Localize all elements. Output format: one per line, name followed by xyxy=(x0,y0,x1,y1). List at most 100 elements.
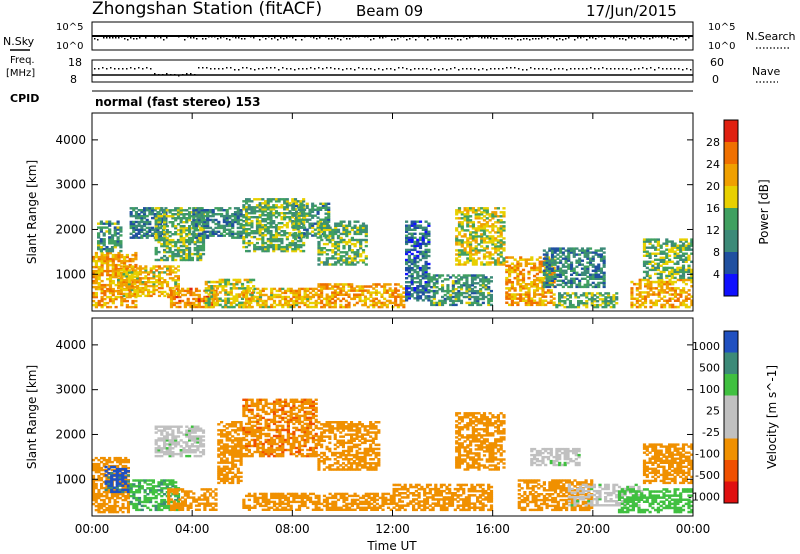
data-cell xyxy=(336,261,341,264)
data-cell xyxy=(108,291,113,295)
data-cell xyxy=(561,279,565,282)
data-cell xyxy=(141,282,145,286)
data-cell xyxy=(325,261,329,264)
data-cell xyxy=(687,276,691,280)
data-cell xyxy=(594,251,598,254)
data-cell xyxy=(97,232,101,235)
data-cell xyxy=(421,266,425,270)
data-cell xyxy=(648,260,652,263)
nave-dot xyxy=(114,68,116,70)
nsearch-dot xyxy=(130,37,132,39)
data-cell xyxy=(553,249,557,252)
data-cell xyxy=(145,214,149,218)
data-cell xyxy=(149,269,153,272)
data-cell xyxy=(516,268,520,272)
data-cell xyxy=(599,257,603,260)
data-cell xyxy=(644,295,648,298)
data-cell xyxy=(339,305,343,309)
data-cell xyxy=(460,253,464,256)
data-cell xyxy=(100,498,104,502)
data-cell xyxy=(154,252,158,256)
data-cell xyxy=(676,293,680,296)
data-cell xyxy=(288,243,292,247)
data-cell xyxy=(432,291,436,295)
data-cell xyxy=(570,283,574,287)
data-cell xyxy=(568,300,572,303)
nave-dot xyxy=(666,68,668,70)
data-cell xyxy=(317,295,321,298)
data-cell xyxy=(127,294,131,298)
data-cell xyxy=(171,223,175,226)
data-cell xyxy=(261,210,265,213)
data-cell xyxy=(489,276,493,279)
data-cell xyxy=(138,282,142,286)
data-cell xyxy=(226,297,231,300)
nsearch-dot xyxy=(535,38,537,40)
data-cell xyxy=(94,462,98,466)
data-cell xyxy=(542,285,546,289)
data-cell xyxy=(457,299,461,303)
data-cell xyxy=(176,229,181,232)
data-cell xyxy=(179,250,183,254)
data-cell xyxy=(641,301,645,305)
data-cell xyxy=(427,230,431,233)
data-cell xyxy=(673,293,677,296)
data-cell xyxy=(505,281,509,284)
data-cell xyxy=(405,224,409,227)
data-cell xyxy=(449,297,453,301)
data-cell xyxy=(649,305,653,309)
data-cell xyxy=(100,273,104,277)
data-cell xyxy=(302,249,306,253)
data-cell xyxy=(105,246,109,249)
data-cell xyxy=(416,293,420,296)
data-cell xyxy=(289,305,293,309)
data-cell xyxy=(601,305,605,309)
data-cell xyxy=(673,262,677,265)
nsearch-dot xyxy=(334,37,336,39)
data-cell xyxy=(491,253,495,256)
data-cell xyxy=(676,268,680,272)
data-cell xyxy=(535,266,539,270)
data-cell xyxy=(546,291,551,294)
data-cell xyxy=(122,292,126,296)
data-cell xyxy=(441,284,445,287)
data-cell xyxy=(264,249,268,253)
data-cell xyxy=(494,247,498,250)
data-cell xyxy=(460,239,464,242)
nave-dot xyxy=(458,69,460,71)
data-cell xyxy=(311,210,315,213)
data-cell xyxy=(145,222,149,226)
data-cell xyxy=(160,256,164,260)
data-cell xyxy=(333,293,337,296)
data-cell xyxy=(413,232,417,235)
data-cell xyxy=(242,206,246,209)
nave-dot xyxy=(166,73,168,75)
nave-trace xyxy=(94,67,692,77)
data-cell xyxy=(311,224,315,227)
nsearch-dot xyxy=(202,38,204,40)
data-cell xyxy=(140,220,144,224)
data-cell xyxy=(100,263,104,267)
data-cell xyxy=(597,283,601,287)
data-cell xyxy=(455,241,459,244)
nsearch-dot xyxy=(322,35,324,37)
data-cell xyxy=(106,295,110,299)
data-cell xyxy=(196,248,200,252)
data-cell xyxy=(289,287,293,291)
data-cell xyxy=(264,305,268,309)
data-cell xyxy=(494,207,498,210)
data-cell xyxy=(494,259,498,262)
data-cell xyxy=(272,222,276,225)
data-cell xyxy=(94,492,98,496)
data-cell xyxy=(151,213,155,216)
data-cell xyxy=(465,280,469,283)
data-cell xyxy=(424,262,428,266)
nsearch-dot xyxy=(673,39,675,41)
data-cell xyxy=(556,249,560,252)
data-cell xyxy=(344,291,348,294)
data-cell xyxy=(542,253,546,256)
data-cell xyxy=(239,236,243,239)
nave-dot xyxy=(442,68,444,70)
data-cell xyxy=(165,209,169,212)
nave-dot xyxy=(382,69,384,71)
